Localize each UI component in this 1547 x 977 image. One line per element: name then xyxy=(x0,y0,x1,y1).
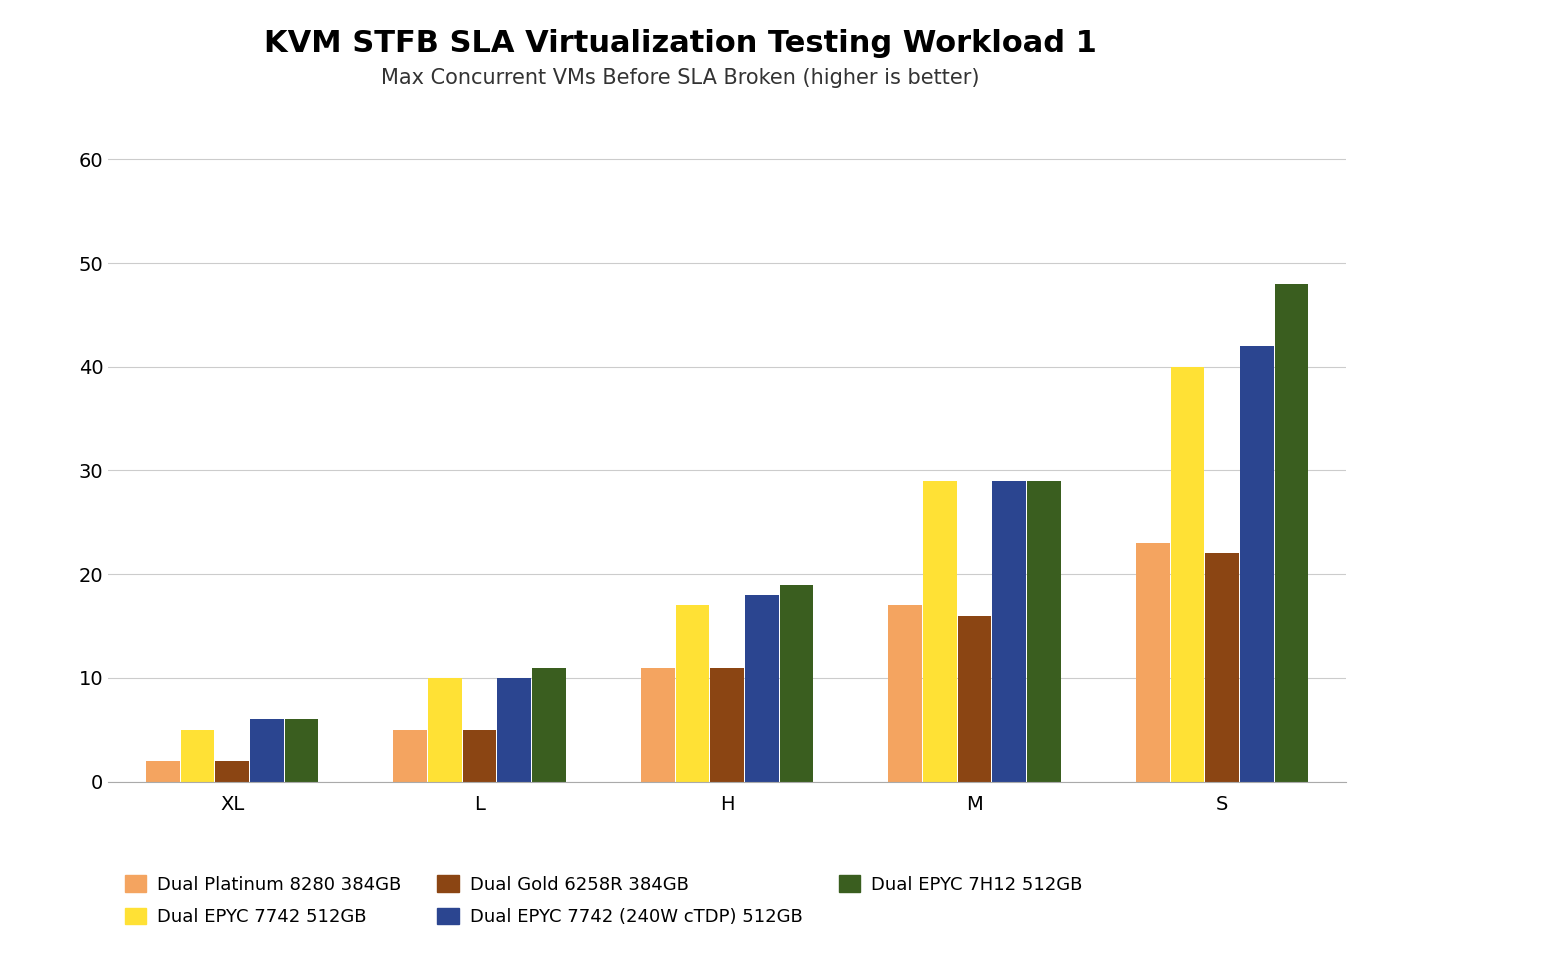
Bar xyxy=(640,667,674,782)
Bar xyxy=(1135,543,1170,782)
Bar xyxy=(710,667,744,782)
Bar xyxy=(463,730,497,782)
Text: KVM STFB SLA Virtualization Testing Workload 1: KVM STFB SLA Virtualization Testing Work… xyxy=(265,29,1097,59)
Bar xyxy=(429,678,461,782)
Text: Max Concurrent VMs Before SLA Broken (higher is better): Max Concurrent VMs Before SLA Broken (hi… xyxy=(382,68,979,88)
Bar xyxy=(746,595,778,782)
Legend: Dual Platinum 8280 384GB, Dual EPYC 7742 512GB, Dual Gold 6258R 384GB, Dual EPYC: Dual Platinum 8280 384GB, Dual EPYC 7742… xyxy=(118,869,1089,934)
Bar xyxy=(393,730,427,782)
Bar xyxy=(532,667,566,782)
Bar xyxy=(924,481,956,782)
Bar xyxy=(1027,481,1061,782)
Bar xyxy=(145,761,179,782)
Bar xyxy=(958,616,992,782)
Bar xyxy=(251,719,283,782)
Bar xyxy=(1171,366,1204,782)
Bar xyxy=(1275,283,1309,782)
Bar xyxy=(498,678,531,782)
Bar xyxy=(676,606,709,782)
Bar xyxy=(285,719,319,782)
Bar xyxy=(215,761,249,782)
Bar xyxy=(993,481,1026,782)
Bar xyxy=(780,584,814,782)
Bar xyxy=(1205,553,1239,782)
Bar xyxy=(1241,346,1273,782)
Bar xyxy=(181,730,213,782)
Bar xyxy=(888,606,922,782)
